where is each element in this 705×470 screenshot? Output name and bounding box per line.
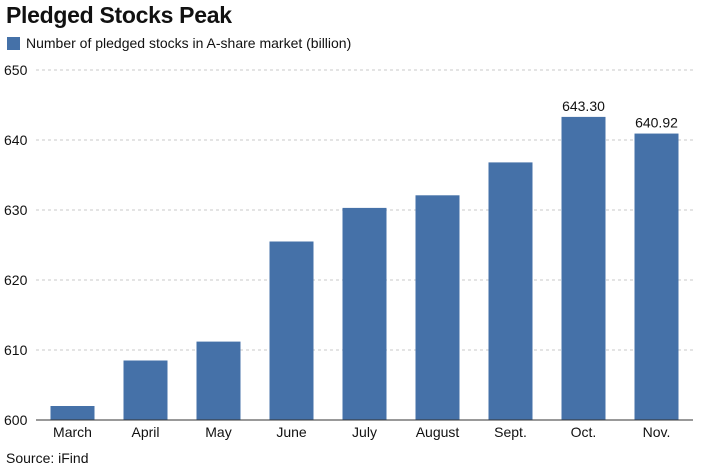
chart-title: Pledged Stocks Peak	[6, 2, 232, 28]
bar-august	[415, 195, 460, 420]
bar-sept	[488, 162, 533, 420]
x-tick-label: June	[276, 424, 307, 440]
source-note: Source: iFind	[6, 450, 89, 466]
x-tick-label: Oct.	[571, 424, 597, 440]
x-tick-label: August	[416, 424, 460, 440]
x-axis-ticks: March April May June July August Sept. Oct. Nov.	[53, 424, 670, 440]
bar-nov	[634, 133, 679, 420]
x-tick-label: Nov.	[643, 424, 671, 440]
bar-chart: 600 610 620 630 640 650 March April May June July…	[4, 62, 693, 440]
bar-march	[50, 406, 95, 420]
y-axis-ticks: 600 610 620 630 640 650	[4, 62, 28, 428]
data-label: 643.30	[562, 98, 605, 114]
x-tick-label: May	[205, 424, 231, 440]
bar-oct	[561, 116, 606, 421]
x-tick-label: Sept.	[494, 424, 527, 440]
data-labels: 643.30 640.92	[562, 98, 678, 131]
y-tick-label: 600	[4, 412, 28, 428]
x-tick-label: March	[53, 424, 92, 440]
legend-swatch	[7, 36, 20, 50]
x-tick-label: July	[352, 424, 377, 440]
bar-july	[342, 207, 387, 420]
bar-april	[123, 360, 168, 420]
legend-label: Number of pledged stocks in A-share mark…	[26, 35, 352, 51]
bar-june	[269, 241, 314, 420]
data-label: 640.92	[635, 115, 678, 131]
y-tick-label: 640	[4, 132, 28, 148]
legend: Number of pledged stocks in A-share mark…	[7, 35, 351, 51]
bar-may	[196, 341, 241, 420]
y-tick-label: 630	[4, 202, 28, 218]
y-tick-label: 650	[4, 62, 28, 78]
bars	[50, 116, 679, 421]
y-tick-label: 620	[4, 272, 28, 288]
y-tick-label: 610	[4, 342, 28, 358]
x-tick-label: April	[131, 424, 159, 440]
